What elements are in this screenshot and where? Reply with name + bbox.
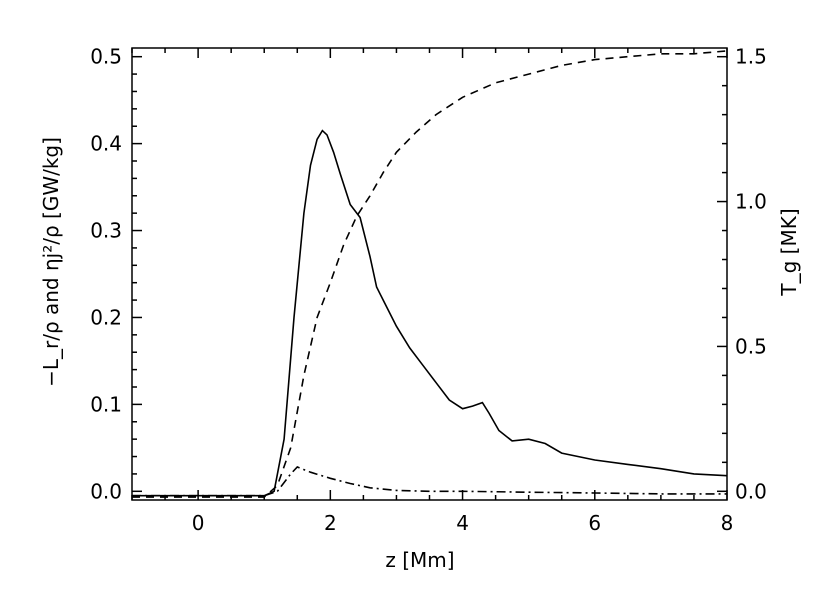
y-left-tick-label: 0.0 bbox=[90, 479, 122, 503]
x-tick-label: 0 bbox=[192, 511, 205, 535]
y-left-tick-label: 0.5 bbox=[90, 45, 122, 69]
series-dashed-line bbox=[132, 50, 728, 498]
plot-frame bbox=[131, 47, 728, 501]
y-right-tick-label: 1.0 bbox=[735, 190, 767, 214]
axes: 0 2 4 6 80.00.10.20.30.40.50.00.51.01.5 bbox=[90, 45, 767, 535]
y-left-tick-label: 0.1 bbox=[90, 392, 122, 416]
y-right-tick-label: 0.5 bbox=[735, 334, 767, 358]
x-tick-label: 8 bbox=[721, 511, 734, 535]
y-axis-title-right: T_g [MK] bbox=[777, 208, 801, 296]
x-tick-label: 6 bbox=[588, 511, 601, 535]
y-left-tick-label: 0.4 bbox=[90, 132, 122, 156]
y-left-tick-label: 0.3 bbox=[90, 219, 122, 243]
y-right-tick-label: 1.5 bbox=[735, 45, 767, 69]
x-tick-label: 4 bbox=[456, 511, 469, 535]
y-left-tick-label: 0.2 bbox=[90, 305, 122, 329]
y-axis-title-left: −L_r/ρ and ηj²/ρ [GW/kg] bbox=[39, 137, 63, 387]
plot-area bbox=[132, 50, 728, 498]
x-tick-label: 2 bbox=[324, 511, 337, 535]
x-axis-title: z [Mm] bbox=[385, 548, 454, 572]
y-right-tick-label: 0.0 bbox=[735, 479, 767, 503]
series-solid-line bbox=[132, 129, 728, 497]
series-dashdot-line bbox=[132, 466, 727, 497]
